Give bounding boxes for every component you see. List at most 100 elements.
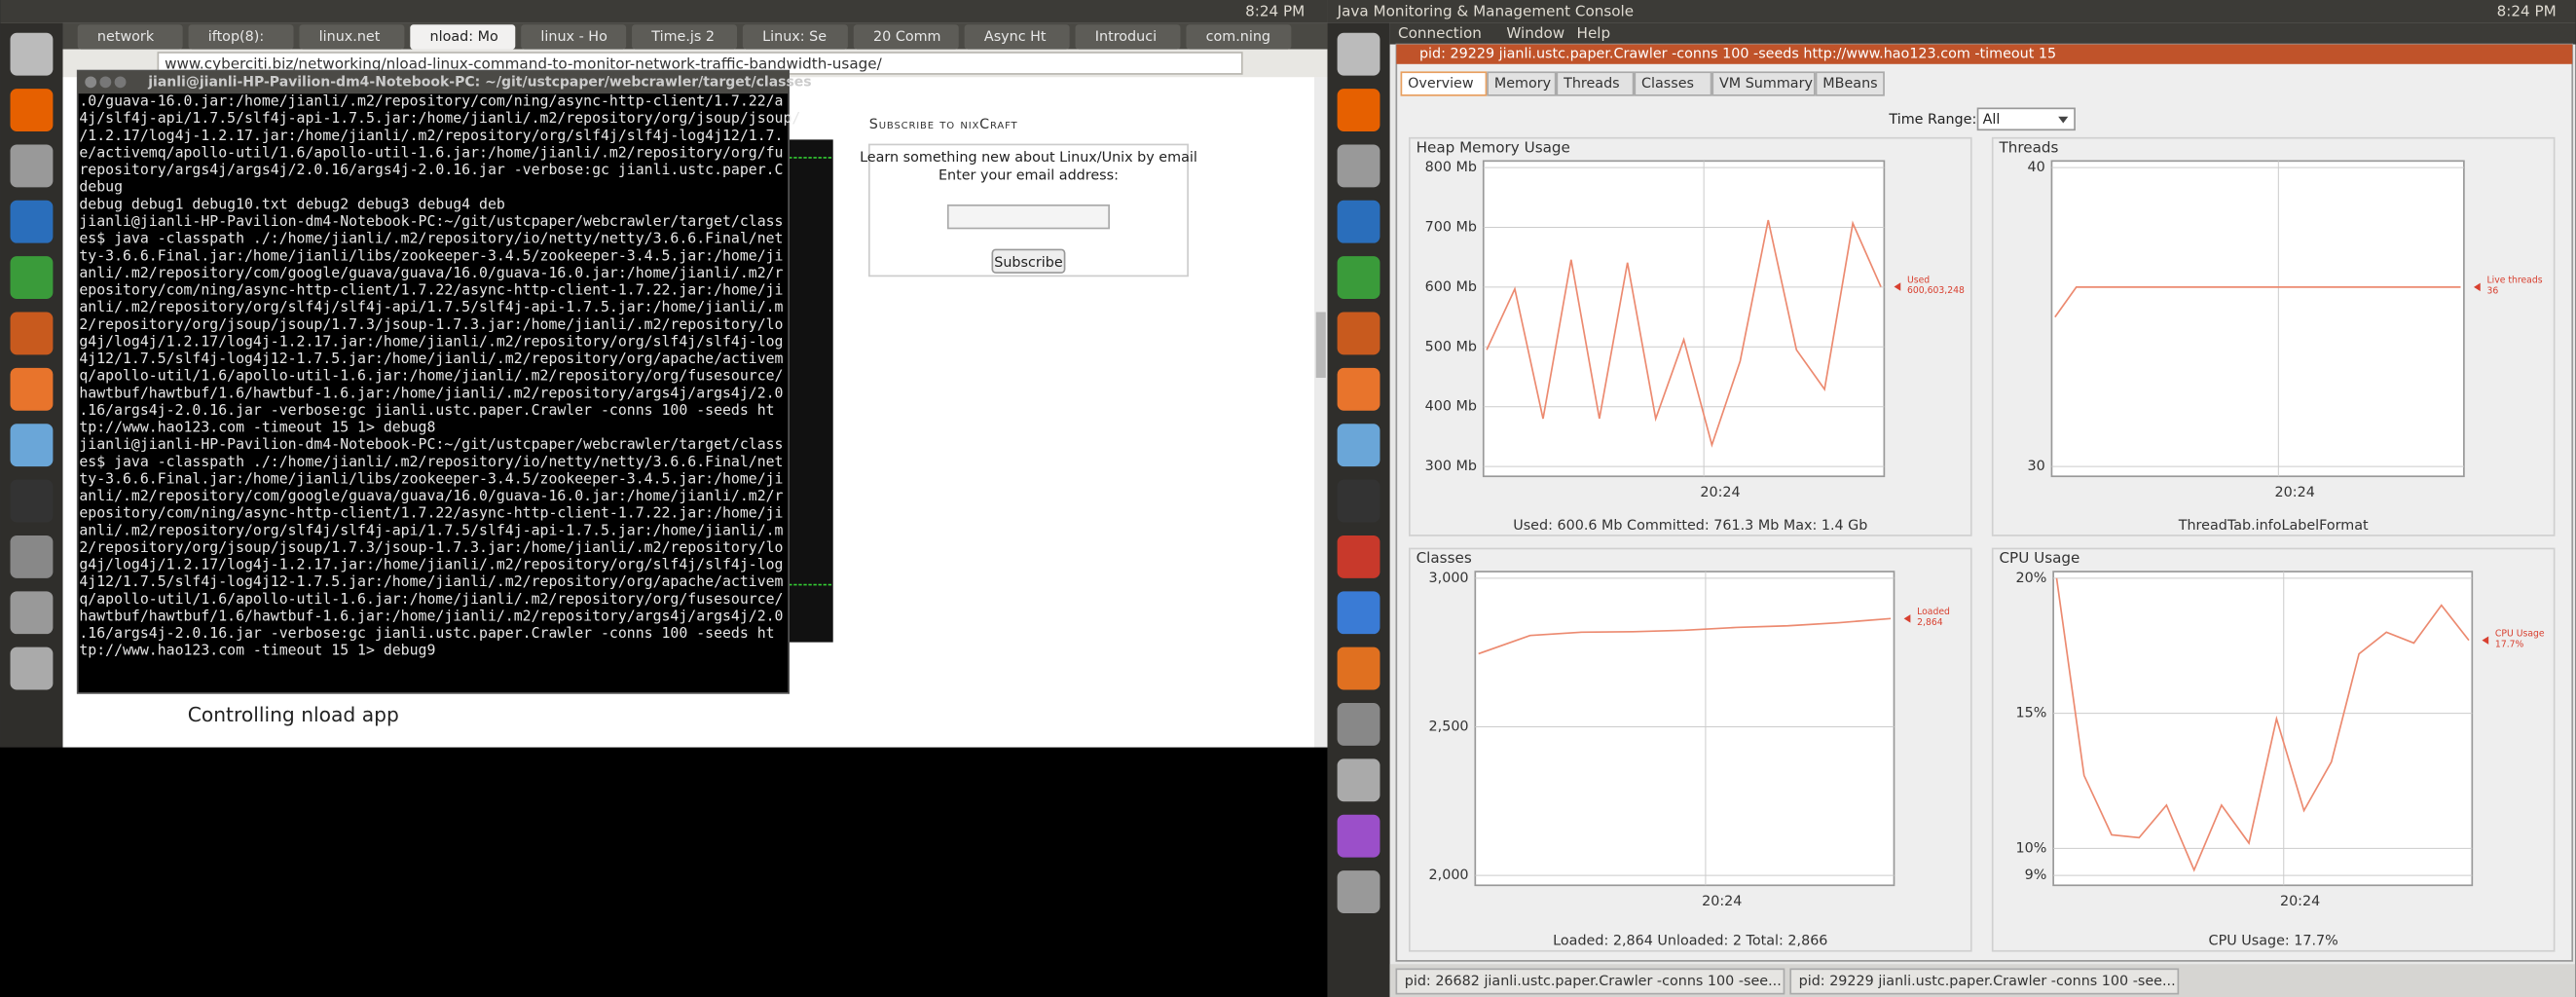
browser-tab-label[interactable]: iftop(8): (208, 29, 264, 45)
browser-tab[interactable] (853, 24, 959, 50)
sidebar-heading: Subscribe to nixCraft (869, 117, 1018, 132)
jconsole-tab-label[interactable]: Classes (1641, 76, 1694, 92)
jconsole-tab-label[interactable]: Threads (1563, 76, 1620, 92)
jconsole-tab[interactable] (1711, 71, 1816, 96)
browser-tab[interactable] (632, 24, 738, 50)
menu-item[interactable]: Help (1577, 24, 1611, 42)
launcher-icon[interactable] (1337, 814, 1380, 858)
browser-tab[interactable] (410, 24, 516, 50)
launcher-icon[interactable] (1337, 870, 1380, 913)
launcher-icon[interactable] (1337, 535, 1380, 578)
jconsole-tab[interactable] (1556, 71, 1635, 96)
jconsole-tab[interactable] (1487, 71, 1557, 96)
launcher-icon[interactable] (1337, 479, 1380, 523)
jconsole-tab-label[interactable]: Overview (1408, 76, 1474, 92)
launcher-icon[interactable] (10, 646, 54, 690)
launcher-icon[interactable] (10, 591, 54, 635)
launcher-icon[interactable] (10, 256, 54, 300)
browser-tab-label[interactable]: Time.js 2 (650, 29, 715, 45)
x-tick-label: 20:24 (2275, 485, 2315, 500)
url[interactable]: www.cyberciti.biz/networking/nload-linux… (165, 55, 882, 72)
jconsole-tab-label[interactable]: VM Summary (1719, 76, 1813, 92)
terminal-window (76, 69, 790, 694)
launcher-icon[interactable] (1337, 312, 1380, 355)
browser-tab-label[interactable]: Async Ht (984, 29, 1047, 45)
terminal-line: q/apollo-util/1.6/apollo-util-1.6.jar:/h… (79, 591, 783, 608)
terminal-title: jianli@jianli-HP-Pavilion-dm4-Notebook-P… (147, 74, 811, 90)
launcher-icon[interactable] (10, 32, 54, 76)
launcher-icon[interactable] (10, 89, 54, 131)
maximize-button[interactable] (114, 76, 127, 89)
launcher-icon[interactable] (10, 200, 54, 243)
jconsole-tab-label[interactable]: MBeans (1822, 76, 1877, 92)
browser-tab[interactable] (1186, 24, 1292, 50)
browser-tab-label[interactable]: Introduci (1095, 29, 1157, 45)
scroll-thumb[interactable] (1315, 312, 1326, 379)
close-button[interactable] (85, 76, 97, 89)
app-title: Java Monitoring & Management Console (1337, 2, 1634, 19)
taskbar-label[interactable]: pid: 29229 jianli.ustc.paper.Crawler -co… (1799, 974, 2176, 989)
browser-tab[interactable] (742, 24, 848, 50)
jconsole-tab[interactable] (1815, 71, 1885, 96)
launcher-icon[interactable] (10, 424, 54, 467)
chart-footer: CPU Usage: 17.7% (2209, 934, 2338, 949)
browser-tab-label[interactable]: network (97, 29, 155, 45)
jconsole-tab[interactable] (1634, 71, 1712, 96)
launcher-icon[interactable] (10, 312, 54, 355)
jconsole-tab[interactable] (1400, 71, 1488, 96)
terminal-line: q/apollo-util/1.6/apollo-util-1.6.jar:/h… (79, 368, 783, 385)
launcher-icon[interactable] (1337, 424, 1380, 467)
series-marker (1903, 614, 1911, 623)
series-current: 600,603,248 (1907, 285, 1965, 296)
subscribe-button-label[interactable]: Subscribe (994, 255, 1063, 271)
subscribe-button[interactable] (991, 248, 1066, 274)
tabs: Overview Memory Threads Classes VM Summary MB… (1400, 71, 1885, 96)
launcher-icon[interactable] (10, 479, 54, 523)
browser-tab-label[interactable]: com.ning (1206, 29, 1270, 45)
browser-tab[interactable] (964, 24, 1070, 50)
launcher-icon[interactable] (1337, 367, 1380, 411)
taskbar-item[interactable] (1789, 968, 2180, 995)
browser-tab-label[interactable]: 20 Comm (873, 29, 940, 45)
charts: Heap Memory Usage 300 Mb 400 Mb 500 Mb 600 M… (1408, 136, 2556, 952)
taskbar-label[interactable]: pid: 26682 jianli.ustc.paper.Crawler -co… (1405, 974, 1782, 989)
minimize-button[interactable] (99, 76, 112, 89)
browser-tab[interactable] (299, 24, 405, 50)
email-input[interactable] (946, 204, 1110, 230)
terminal-line: epository/com/ning/async-http-client/1.7… (79, 505, 783, 522)
taskbar-item[interactable] (1395, 968, 1785, 995)
browser-tab[interactable] (521, 24, 627, 50)
browser-tab-label[interactable]: linux - Ho (540, 29, 607, 45)
browser-tab-label[interactable]: linux.net (319, 29, 381, 45)
scrollbar[interactable] (1313, 77, 1328, 748)
launcher-icon[interactable] (10, 535, 54, 578)
launcher-icon[interactable] (1337, 256, 1380, 300)
launcher-icon[interactable] (1337, 591, 1380, 635)
launcher-icon[interactable] (1337, 703, 1380, 746)
launcher-icon[interactable] (1337, 144, 1380, 188)
y-tick-label: 10% (2016, 840, 2047, 856)
chart-title: CPU Usage (1999, 549, 2079, 567)
menu-item[interactable]: Connection (1398, 24, 1482, 42)
browser-tab[interactable] (188, 24, 294, 50)
browser-tab-label[interactable]: nload: Mo (430, 29, 498, 45)
jconsole-tab-label[interactable]: Memory (1494, 76, 1552, 92)
browser-tab[interactable] (1075, 24, 1181, 50)
browser-tab-label[interactable]: Linux: Se (762, 29, 827, 45)
menu-item[interactable]: Window (1506, 24, 1564, 42)
launcher-icon[interactable] (10, 144, 54, 188)
terminal-line: ty-3.6.6.Final.jar:/home/jianli/libs/zoo… (79, 247, 783, 264)
launcher-icon[interactable] (1337, 646, 1380, 690)
time-range-label: Time Range: (1888, 112, 1976, 128)
launcher-icon[interactable] (10, 367, 54, 411)
launcher-icon[interactable] (1337, 758, 1380, 802)
top-panel (1327, 0, 2576, 23)
terminal-line: jianli@jianli-HP-Pavilion-dm4-Notebook-P… (79, 213, 783, 230)
launcher-icon[interactable] (1337, 32, 1380, 76)
launcher-icon[interactable] (1337, 89, 1380, 131)
combo-arrow[interactable] (2058, 116, 2069, 124)
launcher-icon[interactable] (1337, 200, 1380, 243)
time-range-combo[interactable] (1976, 107, 2076, 131)
browser-tab[interactable] (77, 24, 183, 50)
time-range-value[interactable]: All (1983, 112, 2001, 128)
